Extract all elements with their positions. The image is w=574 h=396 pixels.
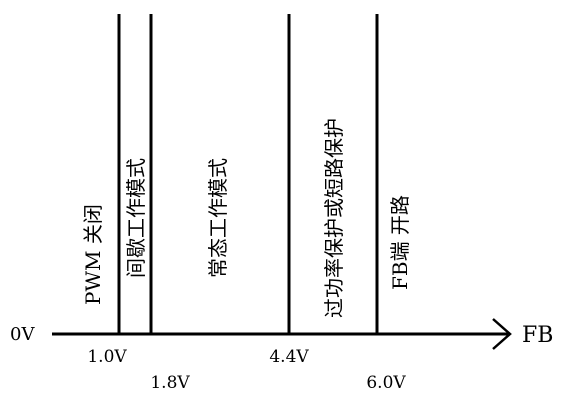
zone-label-burst-mode: 间歇工作模式 (124, 158, 148, 278)
origin-label: 0V (10, 324, 35, 345)
zone-label-pwm-off: PWM 关闭 (81, 204, 105, 305)
zone-label-normal-mode: 常态工作模式 (206, 158, 230, 278)
zone-label-fb-open: FB端 开路 (388, 195, 412, 290)
axis-arrow-icon (492, 318, 512, 350)
fb-axis-label: FB (522, 323, 553, 348)
threshold-label-1-8v: 1.8V (150, 373, 190, 393)
zone-label-overpower-protection: 过功率保护或短路保护 (322, 118, 346, 318)
threshold-label-1-0v: 1.0V (87, 347, 127, 367)
threshold-label-4-4v: 4.4V (269, 347, 309, 367)
threshold-label-6-0v: 6.0V (366, 373, 406, 393)
